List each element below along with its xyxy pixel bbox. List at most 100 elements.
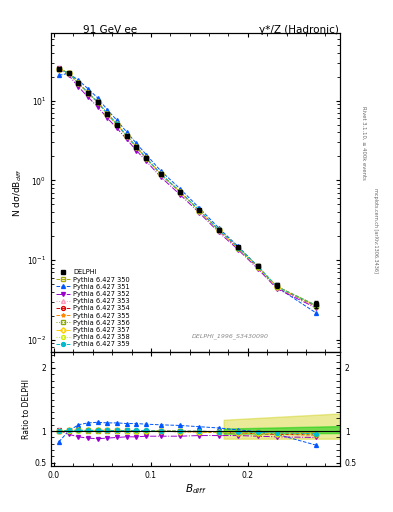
Pythia 6.427 355 bbox=[178, 188, 182, 195]
Pythia 6.427 354 bbox=[105, 111, 110, 117]
Text: mcplots.cern.ch [arXiv:1306.3436]: mcplots.cern.ch [arXiv:1306.3436] bbox=[373, 188, 378, 273]
Pythia 6.427 356 bbox=[115, 121, 119, 127]
Pythia 6.427 353 bbox=[115, 121, 119, 127]
Pythia 6.427 350 bbox=[313, 302, 318, 308]
Pythia 6.427 352 bbox=[95, 104, 100, 110]
Pythia 6.427 351 bbox=[236, 243, 241, 249]
Pythia 6.427 350 bbox=[255, 263, 260, 269]
Pythia 6.427 354 bbox=[217, 227, 221, 233]
Pythia 6.427 356 bbox=[158, 171, 163, 177]
Pythia 6.427 359 bbox=[66, 70, 71, 76]
Pythia 6.427 355 bbox=[86, 90, 90, 96]
Pythia 6.427 354 bbox=[86, 90, 90, 96]
Pythia 6.427 353 bbox=[95, 99, 100, 105]
Pythia 6.427 353 bbox=[255, 264, 260, 270]
Pythia 6.427 356 bbox=[76, 80, 81, 86]
Pythia 6.427 351 bbox=[178, 186, 182, 192]
Pythia 6.427 358 bbox=[115, 121, 119, 127]
Pythia 6.427 359 bbox=[95, 99, 100, 105]
Pythia 6.427 354 bbox=[178, 189, 182, 195]
Pythia 6.427 351 bbox=[313, 310, 318, 316]
Line: Pythia 6.427 352: Pythia 6.427 352 bbox=[57, 66, 318, 310]
Text: γ*/Z (Hadronic): γ*/Z (Hadronic) bbox=[259, 25, 339, 35]
Pythia 6.427 359 bbox=[197, 207, 202, 214]
Pythia 6.427 352 bbox=[275, 286, 279, 292]
Pythia 6.427 355 bbox=[217, 227, 221, 233]
Pythia 6.427 357 bbox=[86, 90, 90, 96]
Pythia 6.427 350 bbox=[134, 144, 139, 151]
Pythia 6.427 353 bbox=[86, 90, 90, 96]
Pythia 6.427 356 bbox=[275, 284, 279, 290]
Pythia 6.427 358 bbox=[66, 70, 71, 76]
Pythia 6.427 356 bbox=[95, 99, 100, 105]
Pythia 6.427 354 bbox=[115, 121, 119, 127]
Pythia 6.427 356 bbox=[134, 144, 139, 151]
Pythia 6.427 356 bbox=[66, 70, 71, 76]
Pythia 6.427 351 bbox=[255, 263, 260, 269]
Pythia 6.427 352 bbox=[86, 94, 90, 100]
Line: Pythia 6.427 354: Pythia 6.427 354 bbox=[57, 67, 318, 308]
Pythia 6.427 358 bbox=[144, 155, 149, 161]
Pythia 6.427 352 bbox=[197, 210, 202, 216]
Pythia 6.427 359 bbox=[158, 171, 163, 177]
Pythia 6.427 355 bbox=[236, 244, 241, 250]
Pythia 6.427 357 bbox=[105, 111, 110, 117]
Pythia 6.427 352 bbox=[134, 147, 139, 154]
Pythia 6.427 353 bbox=[197, 208, 202, 214]
Pythia 6.427 356 bbox=[86, 90, 90, 96]
Pythia 6.427 353 bbox=[217, 227, 221, 233]
Pythia 6.427 352 bbox=[144, 158, 149, 164]
Pythia 6.427 358 bbox=[105, 111, 110, 117]
Pythia 6.427 358 bbox=[197, 208, 202, 214]
Line: Pythia 6.427 355: Pythia 6.427 355 bbox=[57, 67, 318, 307]
Pythia 6.427 359 bbox=[124, 133, 129, 139]
Pythia 6.427 354 bbox=[95, 99, 100, 105]
Pythia 6.427 359 bbox=[275, 284, 279, 290]
Pythia 6.427 358 bbox=[95, 99, 100, 105]
Pythia 6.427 359 bbox=[236, 244, 241, 250]
Pythia 6.427 350 bbox=[124, 133, 129, 139]
Pythia 6.427 354 bbox=[144, 155, 149, 161]
Pythia 6.427 357 bbox=[95, 99, 100, 105]
Pythia 6.427 359 bbox=[134, 144, 139, 150]
Pythia 6.427 353 bbox=[134, 144, 139, 151]
Pythia 6.427 358 bbox=[158, 171, 163, 177]
Pythia 6.427 356 bbox=[236, 245, 241, 251]
Pythia 6.427 357 bbox=[134, 144, 139, 151]
Pythia 6.427 352 bbox=[57, 65, 61, 71]
Pythia 6.427 355 bbox=[66, 70, 71, 76]
Pythia 6.427 356 bbox=[105, 111, 110, 117]
Pythia 6.427 359 bbox=[76, 80, 81, 86]
Pythia 6.427 356 bbox=[255, 264, 260, 270]
Pythia 6.427 353 bbox=[313, 303, 318, 309]
Text: 91 GeV ee: 91 GeV ee bbox=[83, 25, 137, 35]
Pythia 6.427 350 bbox=[95, 99, 100, 105]
Pythia 6.427 351 bbox=[197, 205, 202, 211]
Pythia 6.427 353 bbox=[57, 66, 61, 72]
Pythia 6.427 352 bbox=[115, 125, 119, 132]
Text: DELPHI_1996_S3430090: DELPHI_1996_S3430090 bbox=[192, 334, 269, 339]
Pythia 6.427 356 bbox=[197, 208, 202, 214]
Pythia 6.427 351 bbox=[275, 284, 279, 290]
Line: Pythia 6.427 356: Pythia 6.427 356 bbox=[57, 67, 318, 308]
Pythia 6.427 355 bbox=[158, 171, 163, 177]
Pythia 6.427 357 bbox=[144, 155, 149, 161]
Pythia 6.427 355 bbox=[105, 111, 110, 117]
Pythia 6.427 358 bbox=[255, 264, 260, 270]
Pythia 6.427 353 bbox=[76, 80, 81, 86]
Pythia 6.427 357 bbox=[124, 133, 129, 139]
Pythia 6.427 353 bbox=[158, 171, 163, 177]
Pythia 6.427 357 bbox=[255, 264, 260, 270]
Pythia 6.427 351 bbox=[124, 129, 129, 135]
Pythia 6.427 359 bbox=[115, 121, 119, 127]
Pythia 6.427 353 bbox=[178, 189, 182, 195]
Pythia 6.427 351 bbox=[57, 72, 61, 78]
Pythia 6.427 359 bbox=[255, 263, 260, 269]
Line: Pythia 6.427 359: Pythia 6.427 359 bbox=[57, 67, 318, 307]
Pythia 6.427 355 bbox=[76, 79, 81, 86]
Line: Pythia 6.427 353: Pythia 6.427 353 bbox=[57, 67, 318, 308]
Pythia 6.427 359 bbox=[144, 155, 149, 161]
Pythia 6.427 354 bbox=[275, 284, 279, 290]
Pythia 6.427 350 bbox=[144, 155, 149, 161]
Pythia 6.427 356 bbox=[57, 66, 61, 72]
